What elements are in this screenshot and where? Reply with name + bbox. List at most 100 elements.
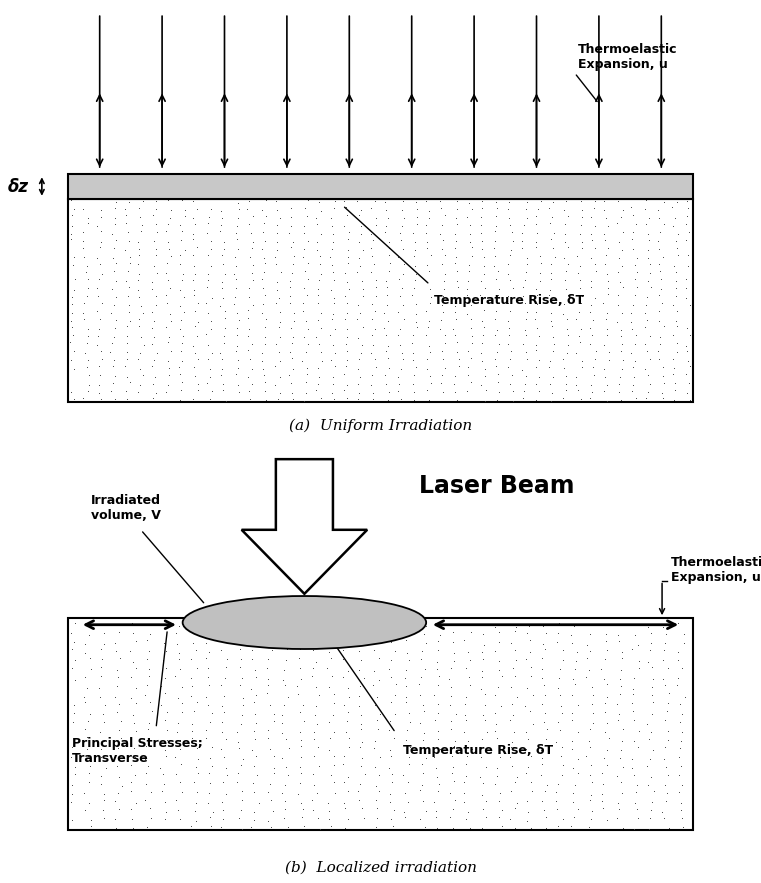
Point <box>670 234 682 248</box>
Point <box>543 283 556 297</box>
Point <box>228 267 240 281</box>
Point <box>328 201 340 215</box>
Point <box>479 369 492 383</box>
Point <box>598 370 610 384</box>
Point <box>189 804 201 818</box>
Point <box>284 289 296 303</box>
Point <box>221 760 233 774</box>
Point <box>247 758 260 773</box>
Point <box>630 391 642 405</box>
Point <box>161 733 174 747</box>
Point <box>397 193 409 208</box>
Point <box>647 743 659 758</box>
Point <box>133 320 145 334</box>
Point <box>477 776 489 790</box>
Point <box>476 645 488 660</box>
Text: Temperature Rise, δT: Temperature Rise, δT <box>403 744 553 757</box>
Point <box>475 750 487 764</box>
Point <box>465 321 477 335</box>
Point <box>342 811 355 826</box>
Point <box>187 392 199 406</box>
Point <box>94 725 106 739</box>
Point <box>556 812 568 826</box>
Point <box>310 330 323 344</box>
Point <box>342 740 355 754</box>
Point <box>160 644 172 658</box>
Point <box>161 296 174 310</box>
Point <box>450 211 462 225</box>
Point <box>246 362 258 376</box>
Point <box>614 751 626 766</box>
Point <box>202 248 215 262</box>
Point <box>353 352 365 366</box>
Point <box>109 369 121 383</box>
Point <box>174 313 186 327</box>
Point <box>249 663 261 677</box>
Point <box>329 194 341 208</box>
Text: (b)  Localized irradiation: (b) Localized irradiation <box>285 860 476 874</box>
Point <box>83 775 95 789</box>
Point <box>282 690 295 704</box>
Point <box>133 313 145 327</box>
Point <box>297 698 309 712</box>
Point <box>342 250 354 264</box>
Point <box>145 321 158 335</box>
Point <box>489 304 501 318</box>
Point <box>355 777 367 791</box>
Point <box>352 361 365 375</box>
Point <box>295 739 307 753</box>
Point <box>409 267 422 281</box>
Point <box>630 785 642 799</box>
Point <box>463 360 475 374</box>
Point <box>143 733 155 747</box>
Point <box>406 377 419 391</box>
Point <box>383 235 395 249</box>
Point <box>186 723 199 737</box>
Point <box>567 786 579 800</box>
Point <box>550 735 562 749</box>
Point <box>231 367 243 381</box>
Point <box>204 362 216 376</box>
Point <box>186 194 199 208</box>
Point <box>400 733 412 747</box>
Point <box>246 267 258 281</box>
Point <box>597 766 609 781</box>
Point <box>613 634 625 648</box>
Point <box>420 304 432 318</box>
Point <box>617 225 629 239</box>
Point <box>143 669 155 683</box>
Point <box>78 296 91 310</box>
Point <box>206 615 218 630</box>
Point <box>616 336 628 351</box>
Point <box>560 383 572 397</box>
Point <box>517 290 529 304</box>
Point <box>596 787 608 801</box>
Point <box>530 359 542 374</box>
Point <box>541 778 553 792</box>
Point <box>150 194 162 208</box>
Point <box>78 690 90 704</box>
Point <box>124 375 136 389</box>
Point <box>65 227 77 241</box>
Point <box>451 202 463 216</box>
Point <box>260 393 272 407</box>
Point <box>552 681 564 695</box>
Point <box>587 359 599 374</box>
Point <box>490 272 502 286</box>
Point <box>506 367 518 381</box>
Point <box>629 272 641 286</box>
Point <box>231 775 243 789</box>
Point <box>615 743 627 758</box>
Point <box>521 653 533 667</box>
Point <box>616 259 629 273</box>
Point <box>250 625 263 639</box>
Point <box>130 681 142 695</box>
Point <box>436 218 448 232</box>
Point <box>174 662 186 676</box>
Point <box>629 258 641 272</box>
Point <box>274 386 286 400</box>
Point <box>424 282 436 296</box>
Point <box>93 378 105 392</box>
Point <box>165 344 177 358</box>
Point <box>295 760 307 774</box>
